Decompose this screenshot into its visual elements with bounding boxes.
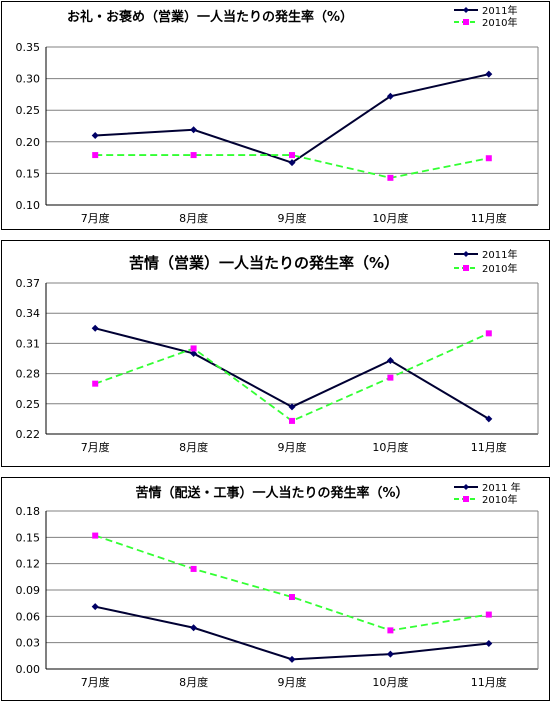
data-point — [289, 417, 295, 424]
x-tick-label: 7月度 — [81, 440, 110, 454]
legend-marker — [463, 19, 469, 25]
x-tick-label: 8月度 — [179, 211, 208, 225]
chart-panel-3: 苦情（配送・工事）一人当たりの発生率（%） 0.00 0.03 0.06 0.09 0.1… — [1, 477, 550, 701]
x-tick-label: 7月度 — [81, 675, 110, 689]
y-tick-label: 0.28 — [16, 368, 41, 381]
data-point — [190, 624, 198, 632]
chart-panel-2: 苦情（営業）一人当たりの発生率（%） 0.22 0.25 0.28 0.31 0.34 0.… — [1, 240, 550, 467]
data-point — [386, 92, 394, 100]
series-line — [94, 534, 489, 632]
y-tick-label: 0.00 — [16, 663, 41, 676]
y-tick-label: 0.15 — [16, 167, 41, 180]
data-point — [485, 330, 492, 337]
data-point — [288, 159, 296, 167]
data-point — [386, 650, 394, 658]
y-tick-label: 0.10 — [16, 199, 41, 212]
legend-marker — [463, 265, 469, 271]
y-tick-label: 0.30 — [16, 73, 41, 86]
line-chart: お礼・お褒め（営業）一人当たりの発生率（%） 0.10 0.15 0.20 0.25 0.… — [16, 4, 539, 225]
x-tick-label: 10月度 — [372, 440, 408, 454]
y-tick-label: 0.34 — [16, 307, 41, 320]
chart-panel-1: お礼・お褒め（営業）一人当たりの発生率（%） 0.10 0.15 0.20 0.25 0.… — [1, 1, 550, 230]
legend-marker — [463, 7, 469, 13]
y-tick-label: 0.20 — [16, 136, 41, 149]
x-tick-label: 7月度 — [81, 211, 110, 225]
y-tick-label: 0.09 — [16, 584, 41, 597]
data-point — [91, 131, 99, 139]
y-tick-label: 0.03 — [16, 637, 41, 650]
line-chart: 苦情（営業）一人当たりの発生率（%） 0.22 0.25 0.28 0.31 0.34 0.… — [16, 248, 539, 454]
y-tick-label: 0.31 — [16, 337, 41, 350]
data-point — [92, 380, 99, 387]
x-tick-label: 9月度 — [278, 675, 307, 689]
data-point — [485, 415, 493, 423]
data-point — [387, 174, 394, 181]
data-point — [289, 594, 295, 601]
legend-label: 2010年 — [482, 493, 517, 506]
line-chart: 苦情（配送・工事）一人当たりの発生率（%） 0.00 0.03 0.06 0.09 0.1… — [16, 481, 539, 689]
x-tick-label: 11月度 — [471, 675, 507, 689]
data-point — [387, 374, 394, 381]
legend-label: 2010年 — [482, 262, 517, 275]
legend-label: 2010年 — [482, 16, 517, 29]
x-tick-label: 8月度 — [179, 440, 208, 454]
data-point — [190, 349, 198, 357]
y-tick-label: 0.35 — [16, 41, 41, 54]
data-point — [92, 532, 99, 539]
data-point — [92, 152, 99, 159]
x-tick-label: 9月度 — [278, 440, 307, 454]
data-point — [485, 640, 493, 648]
data-point — [288, 403, 296, 411]
y-tick-label: 0.25 — [16, 104, 41, 117]
chart-title: 苦情（営業）一人当たりの発生率（%） — [129, 254, 399, 272]
y-tick-label: 0.12 — [16, 558, 41, 571]
x-tick-label: 8月度 — [179, 675, 208, 689]
data-point — [91, 603, 99, 611]
x-tick-label: 9月度 — [278, 211, 307, 225]
legend-label: 2011年 — [482, 4, 517, 17]
data-point — [485, 155, 492, 162]
y-tick-label: 0.06 — [16, 610, 41, 623]
data-point — [289, 152, 295, 159]
y-tick-label: 0.25 — [16, 398, 41, 411]
x-tick-label: 10月度 — [372, 675, 408, 689]
y-tick-label: 0.37 — [16, 277, 41, 290]
data-point — [91, 324, 99, 332]
data-point — [190, 345, 197, 352]
series-line — [94, 605, 489, 661]
data-point — [190, 152, 197, 159]
data-point — [485, 70, 493, 78]
x-tick-label: 11月度 — [471, 440, 507, 454]
legend-label: 2011 年 — [482, 481, 521, 494]
data-point — [387, 627, 394, 634]
y-tick-label: 0.15 — [16, 531, 41, 544]
data-point — [485, 611, 492, 618]
legend-marker — [463, 484, 469, 490]
x-tick-label: 10月度 — [372, 211, 408, 225]
legend-marker — [463, 496, 469, 502]
series-line — [95, 73, 490, 164]
y-tick-label: 0.22 — [16, 428, 41, 441]
chart-title: お礼・お褒め（営業）一人当たりの発生率（%） — [67, 9, 353, 25]
chart-title: 苦情（配送・工事）一人当たりの発生率（%） — [135, 485, 408, 501]
x-tick-label: 11月度 — [471, 211, 507, 225]
data-point — [190, 565, 197, 572]
legend-label: 2011年 — [482, 248, 517, 261]
series-line — [95, 154, 489, 179]
data-point — [288, 655, 296, 663]
data-point — [386, 357, 394, 365]
legend-marker — [463, 251, 469, 257]
y-tick-label: 0.18 — [16, 505, 41, 518]
data-point — [190, 126, 198, 134]
